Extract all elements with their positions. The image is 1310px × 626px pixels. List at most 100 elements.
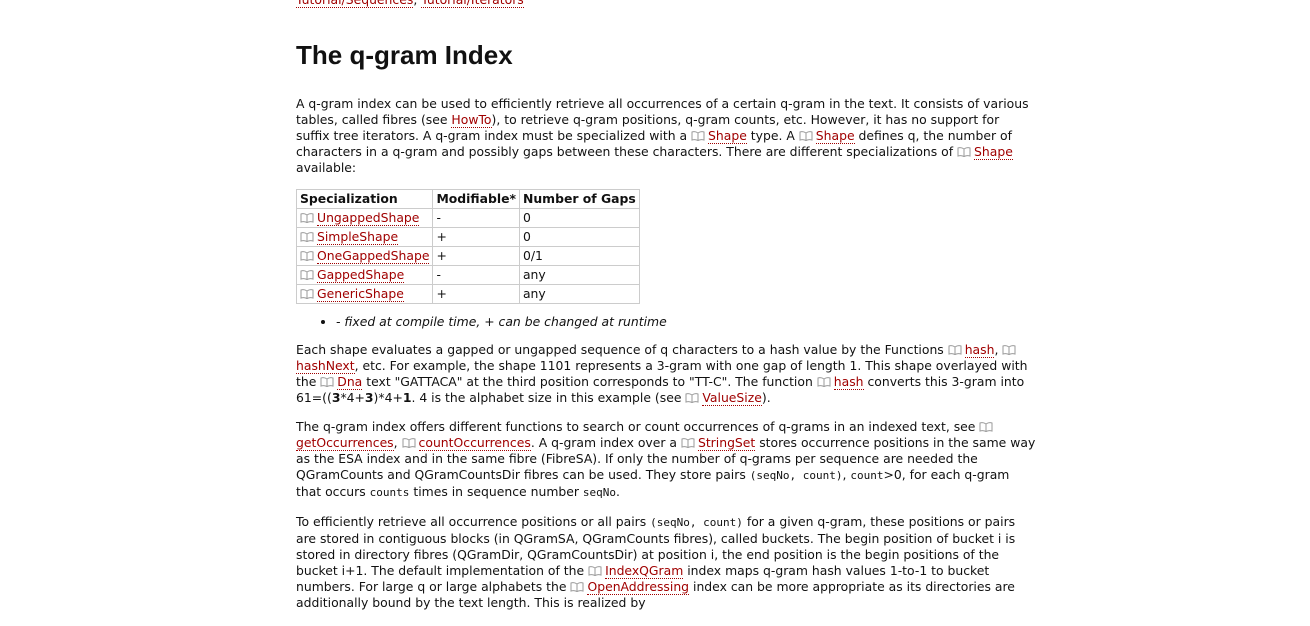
- table-cell: +: [432, 246, 520, 266]
- book-icon: [570, 582, 584, 592]
- heading: The q-gram Index: [296, 40, 513, 70]
- book-icon: [691, 131, 705, 141]
- link[interactable]: HowTo: [451, 112, 492, 128]
- link[interactable]: GappedShape: [317, 267, 405, 283]
- link[interactable]: IndexQGram: [605, 563, 684, 579]
- text: . A q-gram index over a: [530, 435, 681, 450]
- book-icon: [979, 422, 993, 432]
- text: *4+: [340, 390, 365, 405]
- text: To efficiently retrieve all occurrence p…: [296, 514, 651, 529]
- text: index can be more appropriate as its dir…: [296, 579, 1015, 610]
- text: Each shape evaluates a gapped or ungappe…: [296, 342, 948, 357]
- doc-ref: Shape: [957, 144, 1013, 160]
- link[interactable]: Shape: [815, 128, 855, 144]
- text: )*4+: [373, 390, 403, 405]
- table-cell: any: [518, 265, 640, 285]
- link[interactable]: StringSet: [697, 435, 756, 451]
- link[interactable]: Shape: [974, 144, 1013, 160]
- code: (seqNo, count): [749, 469, 843, 482]
- book-icon: [817, 377, 831, 387]
- text: ,: [842, 467, 851, 482]
- doc-ref: hash: [948, 342, 995, 358]
- table-cell: 0: [518, 208, 640, 228]
- link[interactable]: ValueSize: [702, 390, 762, 406]
- text: text "GATTACA" at the third position cor…: [362, 374, 817, 389]
- header-cell: Specialization: [295, 189, 434, 209]
- text: ,: [994, 342, 1003, 357]
- book-icon: [300, 270, 314, 280]
- paragraph: The q-gram index offers different functi…: [296, 419, 1036, 501]
- text: >0, for each q-gram that occurs: [296, 467, 1010, 499]
- code: (seqNo, count): [650, 516, 743, 529]
- doc-ref: StringSet: [681, 435, 756, 451]
- link[interactable]: Tutorial/Sequences: [296, 0, 414, 8]
- book-icon: [1002, 345, 1016, 355]
- paragraph: To efficiently retrieve all occurrence p…: [296, 514, 1036, 611]
- bold: 1: [402, 390, 412, 405]
- book-icon: [681, 438, 695, 448]
- link[interactable]: Tutorial/Iterators: [421, 0, 524, 8]
- bold: 3: [364, 390, 374, 405]
- doc-ref: Shape: [691, 128, 747, 144]
- table-cell: GenericShape: [295, 284, 434, 304]
- text: times in sequence number: [409, 484, 583, 499]
- doc-ref: Shape: [799, 128, 855, 144]
- doc-ref: hash: [817, 374, 864, 390]
- link[interactable]: hash: [833, 374, 864, 390]
- code: seqNo: [582, 486, 617, 499]
- link[interactable]: countOccurrences: [418, 435, 531, 451]
- paragraph-block: A q-gram index can be used to efficientl…: [296, 96, 1036, 176]
- table-cell: 0/1: [518, 246, 640, 266]
- book-icon: [300, 251, 314, 261]
- text: , etc. For example, the shape 1101 repre…: [296, 358, 1028, 389]
- link[interactable]: OpenAddressing: [587, 579, 690, 595]
- header-cell: Modifiable*: [432, 189, 520, 209]
- text: . 4 is the alphabet size in this example…: [411, 390, 686, 405]
- table-row: SimpleShape +0: [295, 227, 640, 247]
- text: A q-gram index can be used to efficientl…: [296, 96, 1029, 127]
- text: stores occurrence positions in the same …: [296, 435, 1036, 482]
- table-cell: UngappedShape: [295, 208, 434, 228]
- table-cell: SimpleShape: [295, 227, 434, 247]
- content: Tutorial/Sequences, Tutorial/Iterators T…: [295, 0, 1036, 624]
- doc-ref: IndexQGram: [588, 563, 684, 579]
- bold: 3: [331, 390, 341, 405]
- header-cell: Number of Gaps: [518, 189, 640, 209]
- text: ).: [761, 390, 771, 405]
- text: ,: [393, 435, 402, 450]
- link[interactable]: Dna: [337, 374, 363, 390]
- paragraph: A q-gram index can be used to efficientl…: [296, 96, 1036, 176]
- table-cell: -: [432, 265, 520, 285]
- doc-ref: OpenAddressing: [570, 579, 690, 595]
- doc-ref: hashNext: [296, 342, 1019, 374]
- header-row: Specialization Modifiable* Number of Gaps: [295, 189, 640, 209]
- book-icon: [948, 345, 962, 355]
- book-icon: [685, 393, 699, 403]
- link[interactable]: UngappedShape: [317, 210, 420, 226]
- link[interactable]: getOccurrences: [296, 435, 394, 451]
- table-row: UngappedShape -0: [295, 208, 640, 228]
- doc-ref: Dna: [320, 374, 363, 390]
- book-icon: [300, 213, 314, 223]
- top-links: Tutorial/Sequences, Tutorial/Iterators: [296, 0, 1036, 8]
- text: index maps q-gram hash values 1-to-1 to …: [296, 563, 990, 594]
- text: ,: [413, 0, 421, 7]
- text: available:: [296, 160, 357, 175]
- link[interactable]: OneGappedShape: [317, 248, 430, 264]
- table-cell: 0: [518, 227, 640, 247]
- table-cell: any: [518, 284, 640, 304]
- book-icon: [300, 232, 314, 242]
- text: .: [616, 484, 620, 499]
- table-cell: +: [432, 227, 520, 247]
- table-cell: OneGappedShape: [295, 246, 434, 266]
- link[interactable]: Shape: [708, 128, 747, 144]
- link[interactable]: hashNext: [296, 358, 355, 374]
- table-cell: GappedShape: [295, 265, 434, 285]
- link[interactable]: GenericShape: [317, 286, 404, 302]
- text: converts this 3-gram into 61=((: [296, 374, 1025, 405]
- link[interactable]: hash: [964, 342, 995, 358]
- table-row: OneGappedShape +0/1: [295, 246, 640, 266]
- text: defines q, the number of characters in a…: [296, 128, 1012, 159]
- link[interactable]: SimpleShape: [317, 229, 399, 245]
